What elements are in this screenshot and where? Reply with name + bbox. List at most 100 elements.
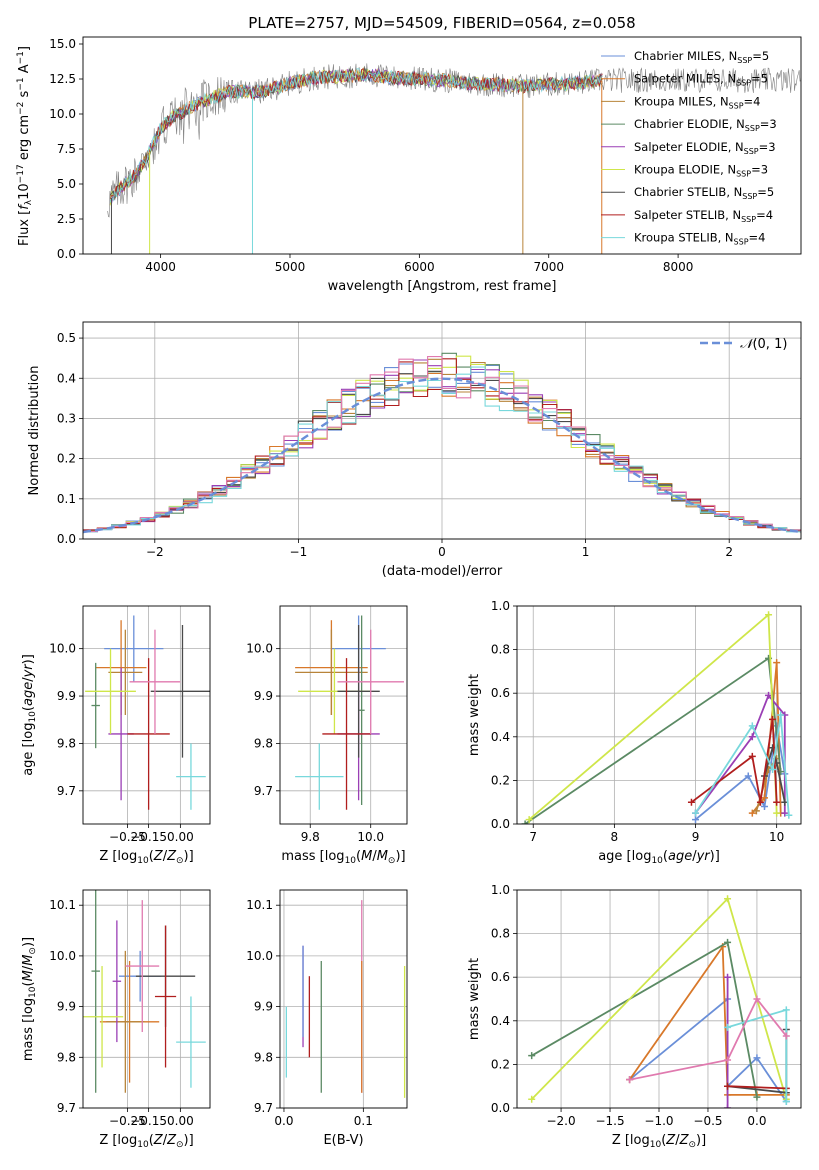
weight-marker — [773, 798, 781, 806]
mass-vs-extinction-plot: 0.0 0.1 9.7 9.8 9.9 10.0 10.1 E(B-V) — [246, 889, 408, 1148]
y-tick-label: 0.4 — [57, 371, 76, 385]
y-tick-label: 0.2 — [57, 452, 76, 466]
weight-series-line — [727, 1085, 787, 1090]
weight-marker — [521, 820, 529, 824]
legend-label: Chabrier MILES, NSSP=5 — [634, 49, 769, 65]
weight-marker — [781, 809, 789, 817]
y-axis-label: age [log10(age/yr)] — [21, 654, 38, 776]
x-tick-label: −1.5 — [595, 1114, 624, 1128]
residual-histogram-plot: −2 −1 0 1 2 0.0 0.1 0.2 0.3 0.4 0.5 (data-model)/er… — [27, 321, 802, 579]
weight-marker — [687, 798, 695, 806]
figure-title: PLATE=2757, MJD=54509, FIBERID=0564, z=0… — [248, 14, 635, 32]
legend-label: Kroupa STELIB, NSSP=4 — [634, 231, 765, 247]
x-axis-label: Z [log10(Z/Z⊙)] — [612, 1133, 706, 1150]
x-tick-label: 2 — [725, 545, 733, 559]
x-tick-label: 0.00 — [167, 1114, 194, 1128]
weight-marker — [724, 1056, 732, 1064]
plot-content — [83, 890, 206, 1093]
plot-area — [83, 890, 210, 1108]
plot-frame — [82, 36, 802, 255]
plot-content — [285, 900, 406, 1098]
mass-weight-vs-metallicity-plot: −2.0 −1.5 −1.0 −0.5 0.0 0.0 0.2 0.4 0.6 0.8 1.0 Z [… — [467, 883, 802, 1150]
weight-series-line — [629, 997, 788, 1081]
y-tick-label: 10.0 — [246, 949, 273, 963]
y-tick-label: 0.4 — [491, 1014, 510, 1028]
weight-marker — [724, 973, 732, 981]
y-tick-label: 0.6 — [491, 970, 510, 984]
legend-label: Salpeter STELIB, NSSP=4 — [634, 208, 773, 224]
y-tick-label: 0.0 — [57, 247, 76, 261]
legend-label: Chabrier STELIB, NSSP=5 — [634, 185, 774, 201]
weight-marker — [748, 809, 756, 817]
weight-marker — [626, 1076, 634, 1084]
y-tick-label: 0.2 — [491, 773, 510, 787]
y-tick-label: 9.9 — [57, 689, 76, 703]
y-tick-label: 12.5 — [49, 72, 76, 86]
weight-marker — [752, 807, 760, 815]
plot-frame — [82, 321, 802, 540]
y-tick-label: 9.9 — [254, 689, 273, 703]
mass-vs-metallicity-plot: −0.25−0.15 0.00 9.7 9.8 9.9 10.0 10.1 Z [log10(… — [21, 889, 211, 1150]
y-tick-label: 2.5 — [57, 212, 76, 226]
y-tick-label: 0.0 — [491, 1101, 510, 1115]
y-tick-label: 9.7 — [57, 1101, 76, 1115]
x-tick-label: −1.0 — [644, 1114, 673, 1128]
x-axis-label: mass [log10(M/M⊙)] — [281, 849, 405, 866]
y-tick-label: 1.0 — [491, 599, 510, 613]
x-tick-label: −0.25 — [109, 830, 146, 844]
weight-marker — [748, 733, 756, 741]
weight-marker — [724, 1082, 732, 1090]
weight-marker — [760, 803, 768, 811]
x-tick-label: 5000 — [275, 260, 306, 274]
normal-curve — [83, 377, 801, 534]
x-axis-label: (data-model)/error — [382, 564, 503, 579]
x-tick-label: −0.5 — [693, 1114, 722, 1128]
y-tick-label: 0.2 — [491, 1057, 510, 1071]
y-tick-label: 15.0 — [49, 37, 76, 51]
y-tick-label: 7.5 — [57, 142, 76, 156]
plot-frame — [279, 605, 408, 825]
y-tick-label: 5.0 — [57, 177, 76, 191]
y-tick-label: 9.7 — [57, 784, 76, 798]
x-tick-label: 9.8 — [301, 830, 320, 844]
x-tick-label: −0.25 — [109, 1114, 146, 1128]
weight-marker — [748, 722, 756, 730]
plot-content — [83, 352, 801, 534]
y-tick-label: 9.7 — [254, 1101, 273, 1115]
plot-frame — [516, 889, 802, 1109]
plot-area — [83, 606, 210, 824]
y-tick-label: 9.9 — [254, 1000, 273, 1014]
plot-frame — [82, 605, 211, 825]
plot-content — [107, 63, 801, 254]
legend-label: Salpeter ELODIE, NSSP=3 — [634, 140, 776, 156]
weight-marker — [760, 794, 768, 802]
x-tick-label: 9 — [692, 830, 700, 844]
weight-marker — [692, 816, 700, 824]
y-tick-label: 9.8 — [57, 1050, 76, 1064]
y-tick-label: 9.9 — [57, 1000, 76, 1014]
y-tick-label: 9.7 — [254, 784, 273, 798]
x-tick-label: −2 — [146, 545, 164, 559]
weight-marker — [777, 711, 785, 719]
x-tick-label: 8000 — [663, 260, 694, 274]
y-tick-label: 0.3 — [57, 411, 76, 425]
weight-marker — [724, 895, 732, 903]
y-axis-label: Flux [fλ10−17 erg cm−2 s−1 A−1] — [16, 46, 34, 246]
weight-marker — [692, 809, 700, 817]
x-tick-label: 7 — [529, 830, 537, 844]
x-tick-label: 1 — [582, 545, 590, 559]
x-tick-label: 6000 — [404, 260, 435, 274]
plot-area — [280, 606, 407, 824]
weight-marker — [782, 1006, 790, 1014]
y-tick-label: 9.8 — [254, 1050, 273, 1064]
legend-label: Kroupa ELODIE, NSSP=3 — [634, 163, 768, 179]
weight-marker — [756, 798, 764, 806]
age-vs-mass-plot: 9.8 10.0 9.7 9.8 9.9 10.0 mass [log10(M/M⊙)] — [246, 605, 408, 866]
y-tick-label: 0.6 — [491, 686, 510, 700]
x-axis-label: E(B-V) — [323, 1133, 363, 1148]
weight-marker — [773, 659, 781, 667]
weight-marker — [782, 1032, 790, 1040]
y-tick-label: 9.8 — [57, 736, 76, 750]
y-tick-label: 0.0 — [57, 532, 76, 546]
